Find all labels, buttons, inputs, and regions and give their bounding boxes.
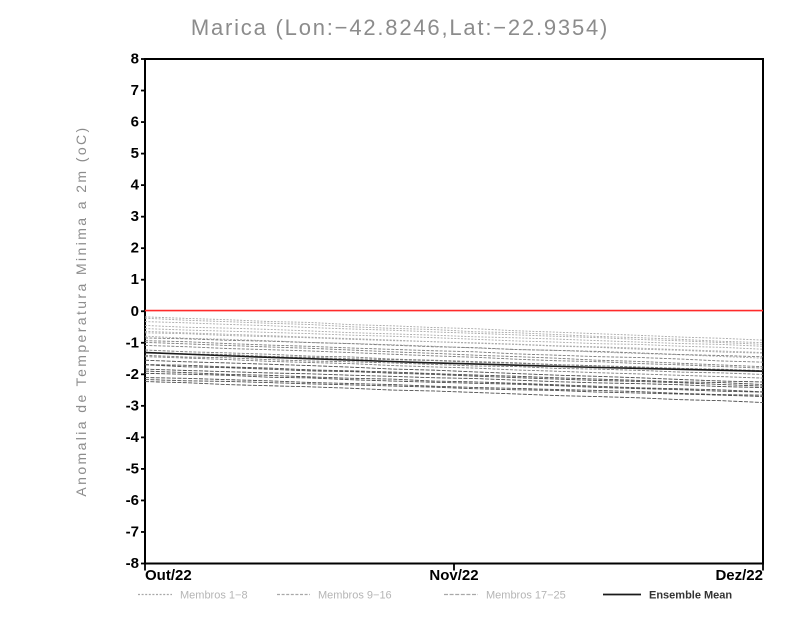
svg-text:3: 3 xyxy=(131,208,139,225)
svg-text:Dez/22: Dez/22 xyxy=(715,567,763,584)
svg-text:-8: -8 xyxy=(126,555,139,572)
svg-text:Marica (Lon:−42.8246,Lat:−22.9: Marica (Lon:−42.8246,Lat:−22.9354) xyxy=(191,15,609,40)
svg-text:Membros 17−25: Membros 17−25 xyxy=(486,590,566,602)
svg-text:-1: -1 xyxy=(126,334,139,351)
svg-text:7: 7 xyxy=(131,82,139,99)
svg-text:1: 1 xyxy=(131,271,139,288)
svg-text:-7: -7 xyxy=(126,523,139,540)
svg-text:-5: -5 xyxy=(126,460,139,477)
svg-text:4: 4 xyxy=(131,177,140,194)
svg-text:-3: -3 xyxy=(126,397,139,414)
svg-text:8: 8 xyxy=(131,51,139,68)
svg-text:-6: -6 xyxy=(126,492,139,509)
svg-text:Membros 1−8: Membros 1−8 xyxy=(180,590,248,602)
svg-text:5: 5 xyxy=(131,145,139,162)
svg-text:6: 6 xyxy=(131,114,139,131)
svg-text:0: 0 xyxy=(131,303,139,320)
svg-text:Anomalia de Temperatura Minima: Anomalia de Temperatura Minima a 2m (oC) xyxy=(73,125,89,496)
svg-text:2: 2 xyxy=(131,240,139,257)
svg-text:-4: -4 xyxy=(126,429,140,446)
svg-text:-2: -2 xyxy=(126,366,139,383)
svg-text:Membros 9−16: Membros 9−16 xyxy=(318,590,392,602)
svg-text:Out/22: Out/22 xyxy=(145,567,192,584)
svg-text:Nov/22: Nov/22 xyxy=(429,567,478,584)
svg-text:Ensemble Mean: Ensemble Mean xyxy=(649,590,732,602)
